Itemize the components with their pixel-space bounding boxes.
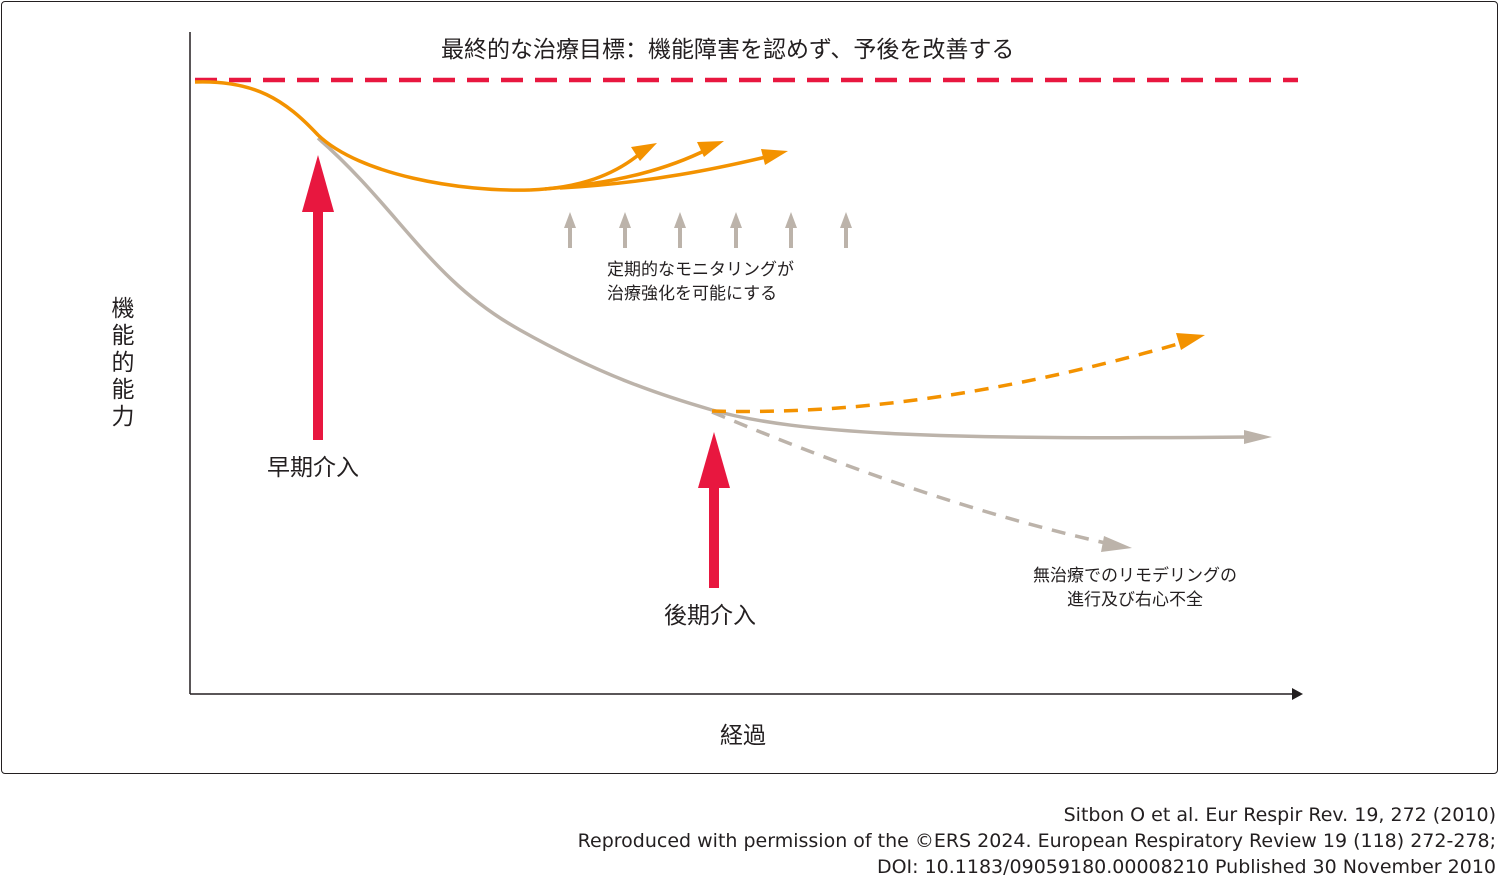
untreated-dashed-curve: [711, 410, 1111, 546]
early-treated-branch-3: [559, 154, 771, 190]
untreated-dashed-arrowhead: [1101, 536, 1132, 552]
monitoring-arrow: [564, 212, 576, 248]
y-axis-label-char: 機: [111, 296, 135, 322]
early-treated-branch-2-arrowhead: [697, 141, 724, 157]
untreated-note-line: 無治療でのリモデリングの: [1033, 566, 1237, 586]
untreated-note-line: 進行及び右心不全: [1067, 590, 1203, 610]
untreated-decline-curve: [316, 136, 713, 412]
monitoring-arrow: [785, 212, 797, 248]
x-axis-arrowhead: [1292, 688, 1303, 700]
late-treated-gray-arrowhead: [1244, 430, 1272, 444]
diagram-title: 最終的な治療目標：機能障害を認めず、予後を改善する: [441, 37, 1015, 63]
early-treated-branch-3-arrowhead: [761, 149, 788, 165]
y-axis-label-char: 的: [111, 350, 135, 376]
monitoring-arrow: [730, 212, 742, 248]
untreated-note: 無治療でのリモデリングの 進行及び右心不全: [1020, 564, 1250, 612]
y-axis-label-char: 能: [111, 323, 135, 349]
y-axis-label-char: 力: [111, 404, 135, 430]
diagram-frame: [1, 1, 1498, 774]
monitoring-note: 定期的なモニタリングが 治療強化を可能にする: [607, 258, 827, 306]
late-intervention-label: 後期介入: [664, 603, 756, 629]
y-axis-label: 機 能 的 能 力: [108, 296, 138, 431]
late-treated-gray-curve: [711, 408, 1251, 440]
early-intervention-arrowhead: [302, 155, 334, 212]
monitoring-arrows: [564, 212, 852, 248]
early-intervention-arrow-shaft: [313, 208, 323, 440]
monitoring-arrow: [674, 212, 686, 248]
x-axis-label: 経過: [720, 723, 766, 749]
citation-line: Reproduced with permission of the ©ERS 2…: [577, 830, 1496, 852]
monitoring-note-line: 定期的なモニタリングが: [607, 260, 794, 280]
early-treated-branch-1-arrowhead: [631, 143, 657, 161]
late-treated-dashed-arrowhead: [1176, 333, 1205, 350]
late-intervention-arrow-shaft: [709, 484, 719, 588]
monitoring-arrow: [840, 212, 852, 248]
monitoring-arrow: [619, 212, 631, 248]
citation-line: DOI: 10.1183/09059180.00008210 Published…: [876, 856, 1496, 878]
early-intervention-label: 早期介入: [267, 455, 359, 481]
monitoring-note-line: 治療強化を可能にする: [607, 284, 778, 304]
late-treated-dashed-curve: [711, 340, 1186, 414]
y-axis-label-char: 能: [111, 377, 135, 403]
late-intervention-arrowhead: [698, 432, 730, 488]
citation: Sitbon O et al. Eur Respir Rev. 19, 272 …: [578, 802, 1496, 880]
citation-line: Sitbon O et al. Eur Respir Rev. 19, 272 …: [1063, 804, 1496, 826]
early-treated-curve-main: [194, 80, 531, 192]
